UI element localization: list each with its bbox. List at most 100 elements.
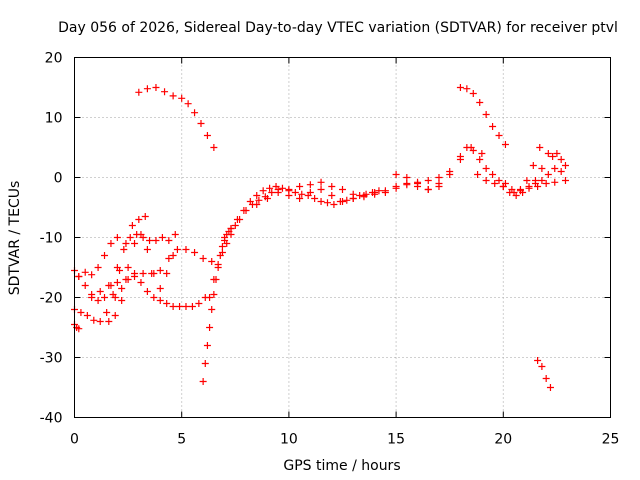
y-tick-label: 10 [45,111,63,127]
data-point [476,156,484,163]
data-point [561,162,569,169]
data-point [188,303,196,310]
data-point [531,180,539,187]
data-point [381,189,389,196]
data-point [474,171,482,178]
data-point [285,192,293,199]
data-point [253,192,261,199]
data-point [296,183,304,190]
x-tick-label: 25 [602,432,620,448]
data-point [553,150,561,157]
data-point [197,120,205,127]
y-tick-label: 0 [54,171,63,187]
data-point [156,297,164,304]
data-point [191,249,199,256]
data-point [163,270,171,277]
data-point [371,189,379,196]
x-axis-label: GPS time / hours [283,458,400,474]
data-point [231,222,239,229]
series-arc-12 [253,174,443,208]
data-point [218,249,226,256]
data-point [124,264,132,271]
y-tick-label: -20 [40,291,63,307]
data-point [536,144,544,151]
data-point [156,285,164,292]
data-point [214,261,222,268]
x-tick-label: 5 [177,432,186,448]
data-point [195,300,203,307]
data-point [163,300,171,307]
data-point [435,174,443,181]
data-point [165,255,173,262]
data-point [330,201,338,208]
data-point [557,156,565,163]
data-point [113,264,121,271]
data-point [158,234,166,241]
data-point [111,294,119,301]
data-point [446,171,454,178]
data-point [272,183,280,190]
data-point [94,264,102,271]
data-point [210,291,218,298]
data-point [246,198,254,205]
data-point [317,186,325,193]
data-point [534,357,542,364]
data-point [499,183,507,190]
data-point [349,195,357,202]
data-point [456,156,464,163]
data-point [542,180,550,187]
data-point [169,252,177,259]
data-point [203,342,211,349]
data-point [137,231,145,238]
data-point [529,162,537,169]
data-point [328,192,336,199]
data-point [544,150,552,157]
data-point [463,85,471,93]
series-arc-10 [206,186,282,301]
data-point [516,186,524,193]
data-point [328,183,336,190]
data-point [90,316,98,324]
data-point [199,378,207,385]
data-point [549,153,557,160]
data-point [184,100,192,108]
data-point [285,186,293,193]
series-arc-19 [531,165,569,187]
data-point [339,186,346,193]
data-point [173,246,181,253]
data-point [143,85,151,93]
series-arc-18 [510,144,544,196]
data-point [169,303,177,310]
data-point [107,240,115,247]
series-arc-02 [71,321,83,333]
data-point [266,184,274,192]
data-point [523,177,531,184]
data-point [146,237,154,244]
data-point [208,306,216,313]
data-point [96,288,104,295]
data-point [469,147,477,154]
data-point [83,312,91,319]
data-point [81,282,89,289]
data-point [137,279,145,286]
data-point [525,183,533,190]
series-arc-03 [71,213,149,325]
data-point [135,88,143,96]
data-point [306,181,314,189]
data-point [469,90,477,97]
data-point [403,180,411,187]
data-point [182,303,190,310]
series-arc-07 [111,231,177,301]
x-tick-label: 15 [387,432,405,448]
data-point [199,255,207,262]
data-point [491,180,499,187]
data-point [165,237,173,244]
data-point [171,231,179,238]
data-point [253,201,261,208]
data-point [103,309,111,316]
data-point [131,273,139,280]
data-point [278,184,286,192]
series-arc-20 [549,150,569,169]
data-point [538,165,546,172]
